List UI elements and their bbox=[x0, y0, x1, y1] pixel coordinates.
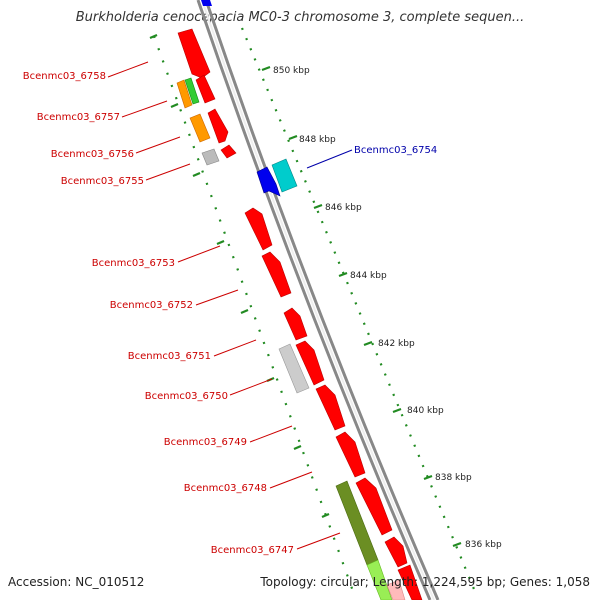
scale-label: 836 kbp bbox=[465, 540, 502, 550]
gene-label: Bcenmc03_6751 bbox=[128, 351, 211, 362]
scale-label: 850 kbp bbox=[273, 66, 310, 76]
gene-6750 bbox=[278, 343, 310, 394]
scale-label: 848 kbp bbox=[299, 135, 336, 145]
forward-strand-genes bbox=[256, 158, 298, 197]
gene-6746-red bbox=[384, 536, 408, 568]
gene-6749-a bbox=[295, 340, 325, 386]
gene-label: Bcenmc03_6753 bbox=[92, 258, 175, 269]
gene-6755-grey bbox=[201, 148, 220, 166]
gene-6753 bbox=[244, 207, 273, 251]
gene-6756-orange bbox=[189, 113, 211, 143]
scale-labels: 850 kbp 848 kbp 846 kbp 844 kbp 842 kbp … bbox=[273, 66, 502, 550]
gene-6746-lightgreen bbox=[366, 559, 393, 600]
gene-blue-top bbox=[201, 0, 212, 6]
gene-6755-red bbox=[220, 144, 237, 159]
gene-6759 bbox=[177, 28, 211, 79]
gene-6757-red bbox=[195, 74, 216, 104]
gene-6754-leader bbox=[306, 149, 353, 169]
gene-label-leaders bbox=[107, 61, 341, 550]
reverse-strand-genes bbox=[176, 28, 423, 600]
gene-label: Bcenmc03_6748 bbox=[184, 483, 267, 494]
scale-dots-inner bbox=[152, 35, 356, 595]
gene-6751 bbox=[283, 307, 308, 341]
gene-6756-red bbox=[207, 108, 229, 144]
scale-dots-outer bbox=[240, 27, 478, 595]
scale-ticks-inner bbox=[149, 33, 330, 519]
scale-label: 842 kbp bbox=[378, 339, 415, 349]
gene-6757-orange bbox=[176, 79, 193, 109]
gene-label: Bcenmc03_6757 bbox=[37, 112, 120, 123]
gene-labels-left: Bcenmc03_6758 Bcenmc03_6757 Bcenmc03_675… bbox=[23, 71, 294, 556]
gene-labels-right: Bcenmc03_6754 bbox=[354, 145, 437, 156]
scale-ticks-outer bbox=[261, 65, 462, 548]
gene-6754-blue bbox=[256, 166, 281, 197]
gene-6752 bbox=[261, 251, 292, 298]
gene-6745-red bbox=[397, 564, 423, 600]
gene-6747-red bbox=[355, 477, 393, 536]
scale-label: 846 kbp bbox=[325, 203, 362, 213]
gene-label: Bcenmc03_6756 bbox=[51, 149, 134, 160]
gene-label: Bcenmc03_6750 bbox=[145, 391, 228, 402]
map-title: Burkholderia cenocepacia MC0-3 chromosom… bbox=[75, 10, 525, 25]
gene-6748 bbox=[335, 431, 366, 478]
gene-label: Bcenmc03_6752 bbox=[110, 300, 193, 311]
gene-label: Bcenmc03_6758 bbox=[23, 71, 106, 82]
gene-label: Bcenmc03_6754 bbox=[354, 145, 437, 156]
scale-label: 844 kbp bbox=[350, 271, 387, 281]
genome-summary-text: Topology: circular; Length: 1,224,595 bp… bbox=[260, 575, 590, 589]
gene-6749-b bbox=[315, 384, 346, 431]
gene-label: Bcenmc03_6747 bbox=[211, 545, 294, 556]
chromosome-backbone bbox=[196, 0, 440, 600]
scale-label: 838 kbp bbox=[435, 473, 472, 483]
gene-label: Bcenmc03_6755 bbox=[61, 176, 144, 187]
gene-label: Bcenmc03_6749 bbox=[164, 437, 247, 448]
gene-6758-green bbox=[184, 77, 200, 105]
gene-6754-cyan bbox=[271, 158, 298, 193]
scale-label: 840 kbp bbox=[407, 406, 444, 416]
accession-text: Accession: NC_010512 bbox=[8, 575, 145, 589]
gene-6745-pink bbox=[386, 579, 406, 600]
